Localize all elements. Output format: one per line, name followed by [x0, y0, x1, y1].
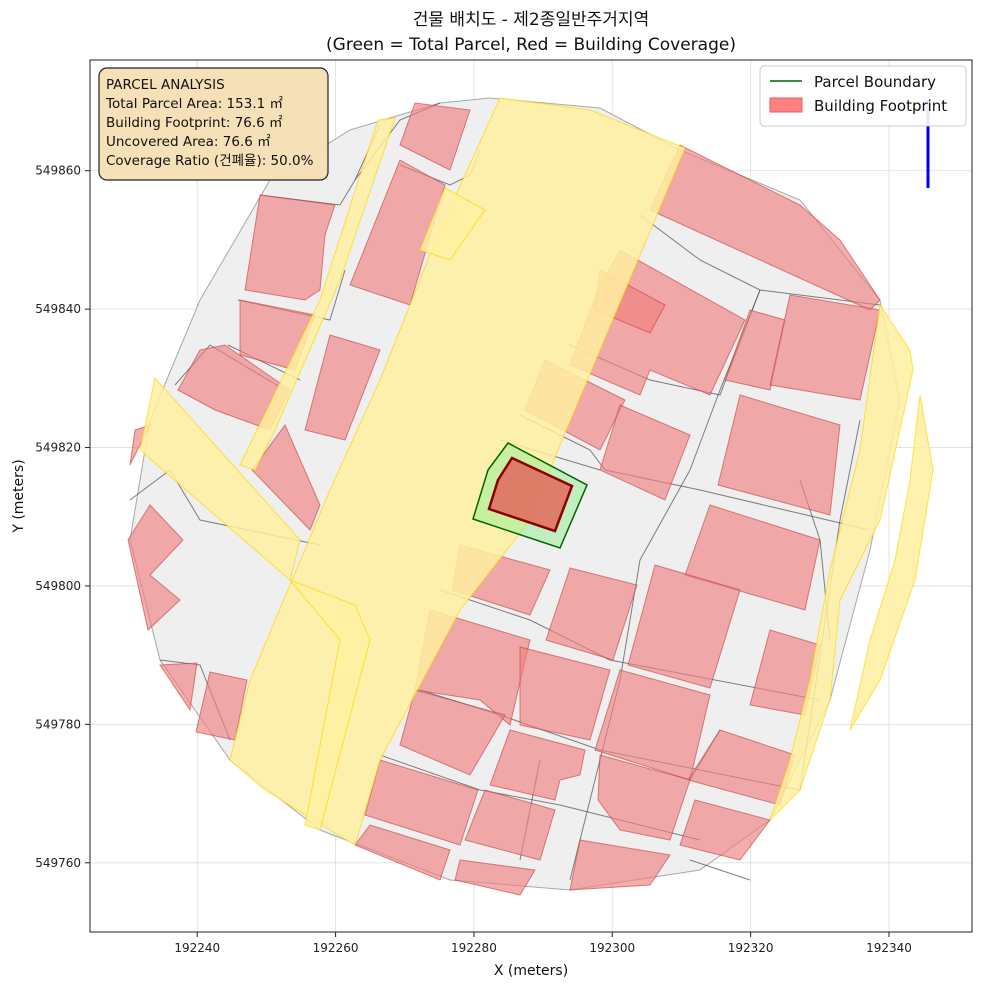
y-tick-label: 549820: [35, 441, 81, 455]
parcel-analysis-box: PARCEL ANALYSIS Total Parcel Area: 153.1…: [98, 67, 329, 181]
info-building-footprint: Building Footprint: 76.6 ㎡: [106, 115, 283, 131]
x-tick-label: 192260: [313, 941, 359, 955]
x-tick-label: 192240: [174, 941, 220, 955]
legend: Parcel Boundary Building Footprint: [759, 65, 967, 127]
building-footprints: [127, 102, 881, 896]
legend-building-swatch: [769, 97, 803, 113]
y-tick-label: 549840: [35, 302, 81, 316]
legend-building-label: Building Footprint: [814, 97, 947, 115]
y-tick-label: 549800: [35, 579, 81, 593]
x-axis-label: X (meters): [494, 963, 568, 979]
subject-building[interactable]: [487, 456, 574, 533]
y-tick-label: 549780: [35, 717, 81, 731]
road-areas: [139, 97, 934, 846]
plot-frame: [89, 59, 973, 933]
y-axis-ticks: 549860 549840 549820 549800 549780 549760: [35, 164, 90, 870]
x-tick-label: 192300: [589, 941, 635, 955]
x-tick-label: 192340: [866, 941, 912, 955]
chart-subtitle: (Green = Total Parcel, Red = Building Co…: [326, 35, 736, 55]
y-tick-label: 549860: [35, 164, 81, 178]
y-tick-label: 549760: [35, 856, 81, 870]
map-plot-area: N: [90, 60, 972, 932]
info-uncovered-area: Uncovered Area: 76.6 ㎡: [106, 134, 271, 150]
info-total-area: Total Parcel Area: 153.1 ㎡: [105, 96, 283, 112]
x-axis-ticks: 192240 192260 192280 192300 192320 192340: [174, 932, 912, 955]
x-tick-label: 192320: [728, 941, 774, 955]
legend-parcel-label: Parcel Boundary: [814, 73, 936, 91]
info-coverage-ratio: Coverage Ratio (건폐율): 50.0%: [106, 153, 314, 169]
info-title: PARCEL ANALYSIS: [106, 77, 225, 93]
chart-title: 건물 배치도 - 제2종일반주거지역: [413, 10, 649, 30]
y-axis-label: Y (meters): [11, 459, 27, 533]
x-tick-label: 192280: [451, 941, 497, 955]
